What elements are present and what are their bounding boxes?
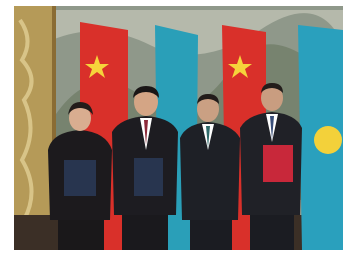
person-3-legs <box>190 220 232 250</box>
person-2-legs <box>122 215 168 250</box>
folder-red <box>263 145 293 182</box>
folder-blue <box>134 158 163 196</box>
folder-blue <box>64 160 96 196</box>
page: {} html, body { margin: 0; padding: 0; w… <box>0 0 344 255</box>
flag-sun <box>314 126 342 154</box>
person-1-legs <box>58 220 104 250</box>
person-4-legs <box>250 215 294 250</box>
photo <box>0 0 344 255</box>
gold-wall <box>14 6 54 250</box>
body: (() => { const data = JSON.parse(documen… <box>0 0 344 255</box>
